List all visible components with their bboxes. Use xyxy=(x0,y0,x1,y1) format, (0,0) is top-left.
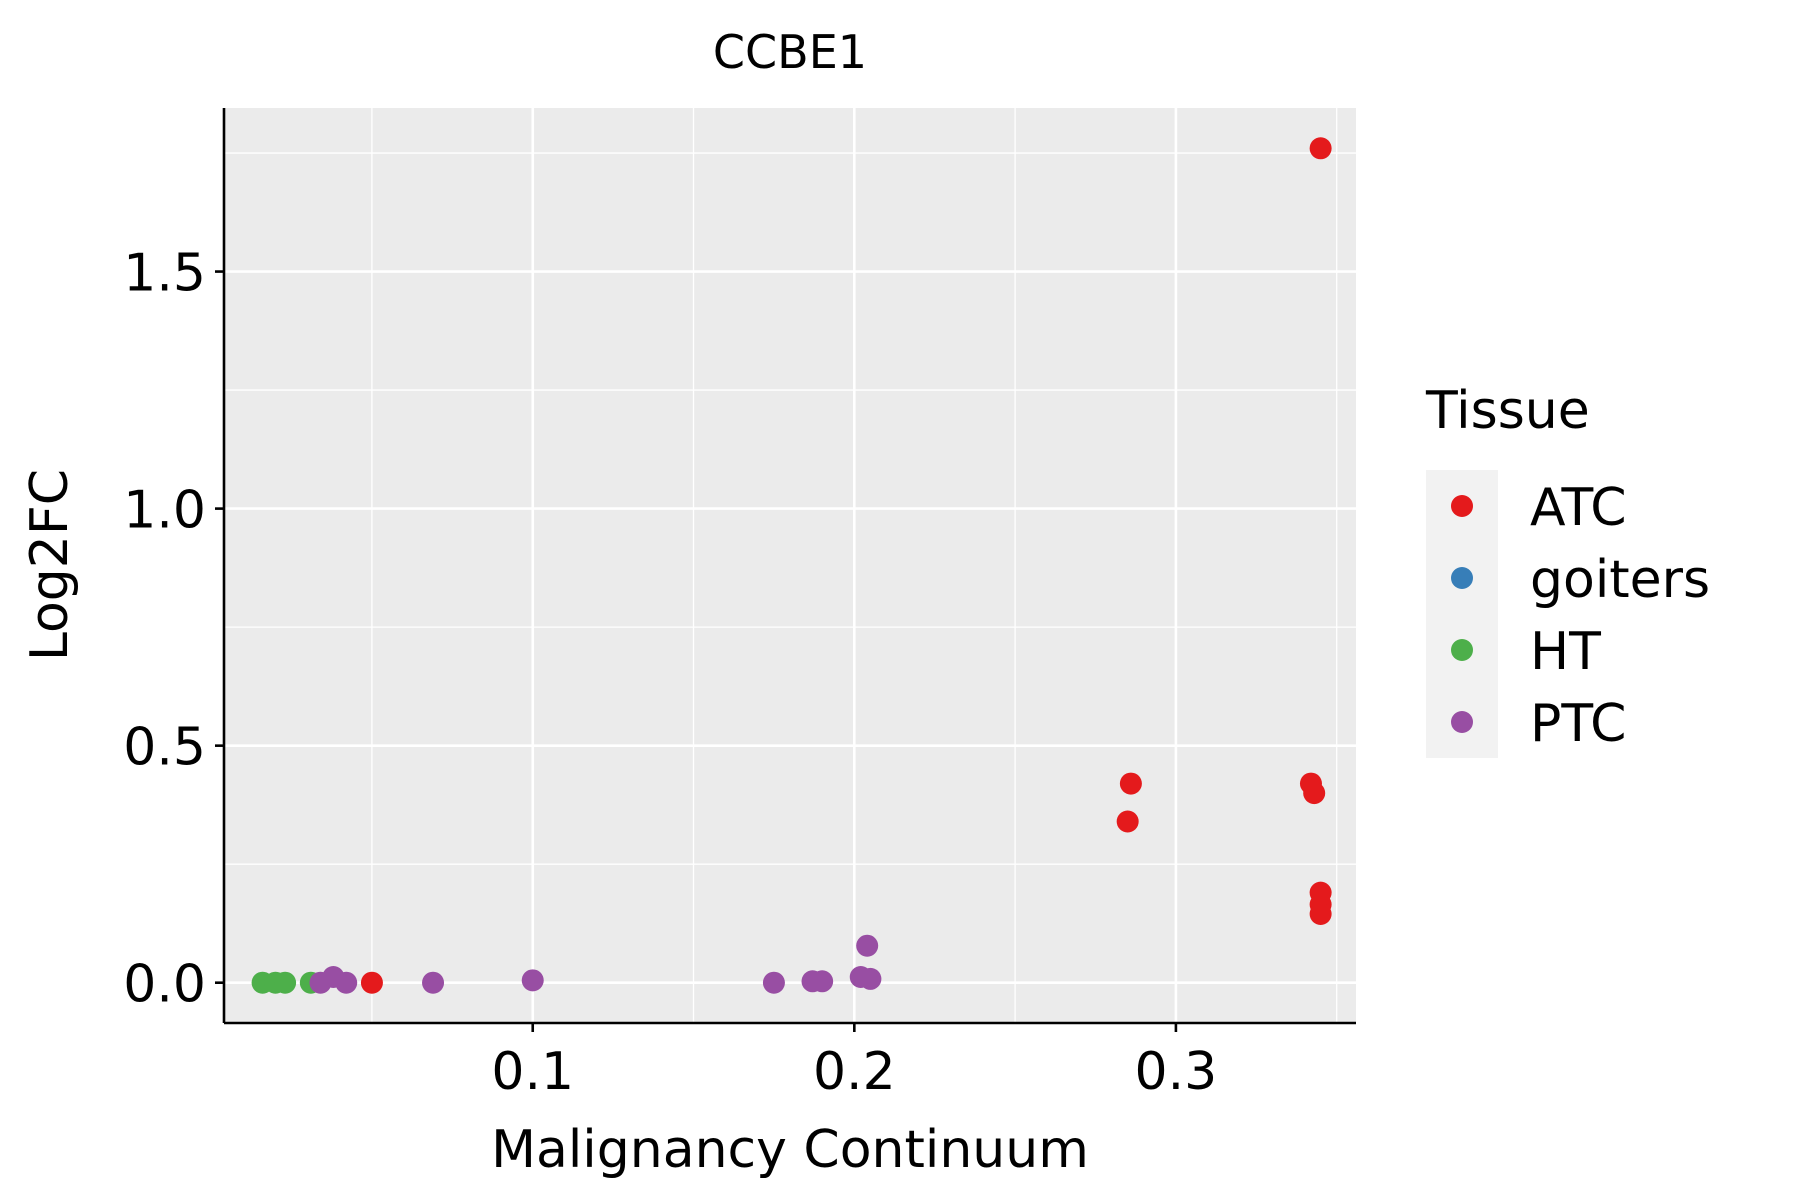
x-tick-label: 0.3 xyxy=(1135,1042,1218,1102)
legend: Tissue ATC goiters HT PTC xyxy=(1425,381,1710,758)
legend-key-background xyxy=(1426,470,1498,758)
data-point-atc xyxy=(1303,782,1326,805)
data-point-ptc xyxy=(422,971,445,994)
data-point-atc xyxy=(1116,810,1139,833)
y-tick-label: 1.5 xyxy=(123,244,206,304)
legend-key-goiters xyxy=(1451,567,1473,589)
data-points xyxy=(251,137,1332,994)
data-point-ptc xyxy=(859,967,882,990)
y-axis-ticks: 0.0 0.5 1.0 1.5 xyxy=(123,244,224,1015)
y-tick-label: 0.0 xyxy=(123,955,206,1015)
data-point-ptc xyxy=(856,934,879,957)
data-point-ptc xyxy=(762,971,785,994)
plot-panel xyxy=(224,108,1356,1023)
gridlines xyxy=(224,108,1356,1023)
x-tick-label: 0.2 xyxy=(813,1042,896,1102)
data-point-ptc xyxy=(335,971,358,994)
legend-items: ATC goiters HT PTC xyxy=(1451,478,1710,754)
data-point-atc xyxy=(1309,902,1332,925)
data-point-atc xyxy=(360,971,383,994)
legend-label: HT xyxy=(1530,622,1601,682)
data-point-ptc xyxy=(521,969,544,992)
data-point-atc xyxy=(1119,772,1142,795)
x-axis-ticks: 0.1 0.2 0.3 xyxy=(491,1023,1217,1102)
legend-key-ptc xyxy=(1451,711,1473,733)
legend-label: goiters xyxy=(1530,550,1710,610)
legend-key-ht xyxy=(1451,639,1473,661)
legend-key-atc xyxy=(1451,495,1473,517)
y-axis-title: Log2FC xyxy=(20,469,80,661)
y-tick-label: 1.0 xyxy=(123,481,206,541)
y-tick-label: 0.5 xyxy=(123,718,206,778)
legend-label: ATC xyxy=(1530,478,1627,538)
chart-title: CCBE1 xyxy=(713,25,867,79)
data-point-ht xyxy=(274,971,297,994)
legend-label: PTC xyxy=(1530,694,1626,754)
legend-title: Tissue xyxy=(1425,381,1590,441)
data-point-ptc xyxy=(811,970,834,993)
x-tick-label: 0.1 xyxy=(491,1042,574,1102)
x-axis-title: Malignancy Continuum xyxy=(491,1120,1089,1180)
data-point-atc xyxy=(1309,137,1332,160)
